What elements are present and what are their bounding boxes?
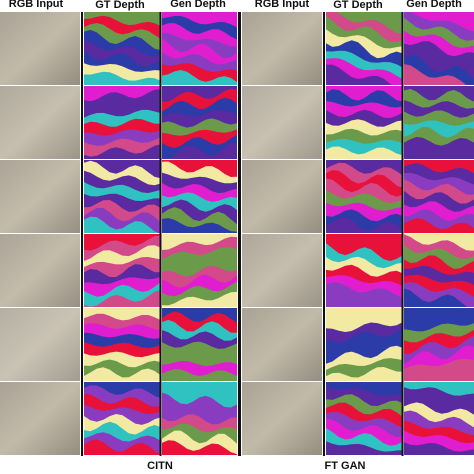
depth-band: [404, 288, 469, 307]
depth-band: [404, 146, 474, 159]
column-header: RGB Input: [255, 0, 310, 10]
rgb-image: [0, 12, 80, 85]
depth-band: [84, 290, 161, 307]
depth-band: [162, 369, 237, 381]
panel-caption: FT GAN: [325, 460, 366, 472]
depth-band: [84, 439, 161, 455]
depth-image: [404, 382, 474, 455]
depth-band: [162, 143, 237, 159]
depth-image: [84, 382, 161, 455]
depth-image: [84, 234, 161, 307]
column-header: Gen Depth: [406, 0, 462, 10]
depth-image: [326, 160, 403, 233]
depth-band: [326, 146, 403, 159]
panel-caption: CITN: [147, 460, 173, 472]
depth-image: [404, 12, 474, 85]
depth-band: [84, 367, 161, 381]
depth-image: [326, 86, 403, 159]
depth-band: [326, 217, 403, 233]
depth-band: [84, 71, 161, 85]
rgb-image: [242, 308, 322, 381]
column-header: GT Depth: [333, 0, 383, 11]
depth-band: [326, 441, 403, 455]
rgb-image: [242, 160, 322, 233]
depth-image: [404, 160, 474, 233]
column-header: RGB Input: [9, 0, 64, 10]
depth-band: [404, 365, 474, 381]
depth-image: [162, 160, 237, 233]
rgb-image: [0, 160, 80, 233]
depth-image: [162, 308, 237, 381]
rgb-image: [242, 12, 322, 85]
rgb-image: [242, 234, 322, 307]
depth-image: [404, 86, 474, 159]
depth-band: [162, 218, 237, 233]
depth-band: [162, 440, 237, 455]
depth-band: [84, 216, 159, 233]
depth-band: [162, 70, 237, 85]
image-grid: [0, 12, 474, 456]
rgb-image: [0, 308, 80, 381]
depth-image: [84, 86, 161, 159]
rgb-image: [0, 382, 80, 455]
depth-image: [326, 308, 403, 381]
depth-image: [404, 308, 474, 381]
rgb-image: [242, 382, 322, 455]
depth-image: [84, 308, 161, 381]
depth-image: [162, 12, 237, 85]
depth-image: [326, 12, 403, 85]
column-header: GT Depth: [95, 0, 145, 11]
depth-image: [162, 86, 237, 159]
depth-image: [84, 160, 161, 233]
depth-image: [326, 382, 403, 455]
depth-image: [326, 234, 403, 307]
depth-image: [162, 382, 237, 455]
depth-band: [84, 144, 161, 159]
rgb-image: [0, 234, 80, 307]
depth-image: [84, 12, 161, 85]
depth-band: [404, 442, 474, 455]
depth-band: [326, 289, 395, 307]
column-header: Gen Depth: [170, 0, 226, 10]
rgb-image: [0, 86, 80, 159]
depth-band: [326, 64, 392, 85]
depth-band: [404, 64, 467, 85]
depth-band: [162, 291, 237, 307]
depth-band: [404, 218, 474, 233]
rgb-image: [242, 86, 322, 159]
depth-band: [326, 367, 403, 381]
depth-image: [162, 234, 237, 307]
depth-image: [404, 234, 474, 307]
